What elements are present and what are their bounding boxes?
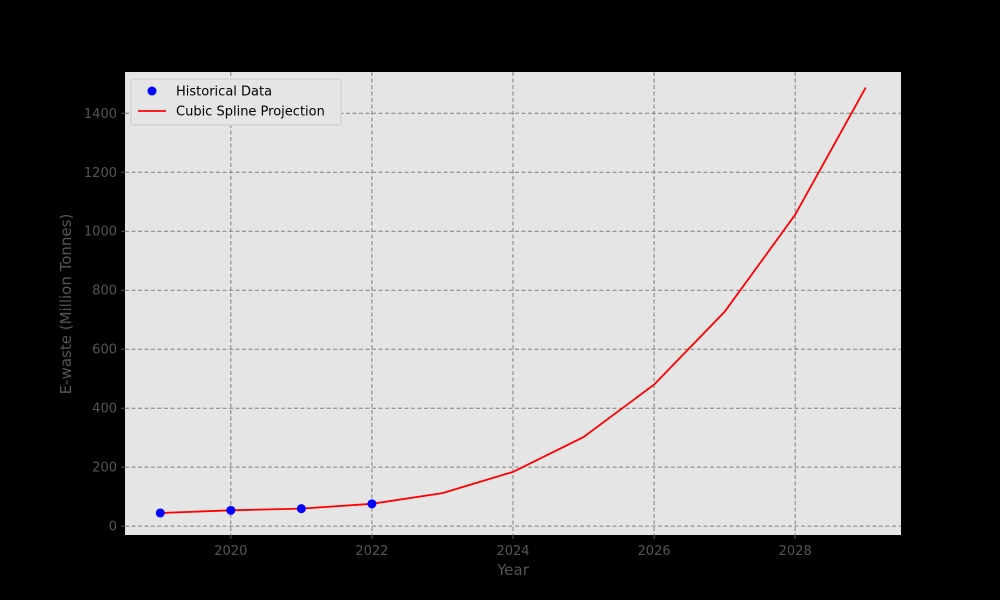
legend: Historical Data Cubic Spline Projection	[130, 78, 342, 126]
series-layer	[155, 87, 867, 518]
y-tick-label: 1400	[84, 107, 117, 122]
y-tick-label: 1200	[84, 166, 117, 181]
y-tick-label: 400	[92, 402, 117, 417]
x-tick-label: 2026	[638, 544, 671, 559]
x-tick-label: 2022	[355, 544, 388, 559]
legend-marker-historical	[147, 86, 157, 96]
y-tick-label: 1000	[84, 225, 117, 240]
legend-label-projection: Cubic Spline Projection	[176, 105, 325, 120]
y-tick-label: 800	[92, 284, 117, 299]
y-tick-label: 200	[92, 461, 117, 476]
x-tick-label: 2020	[214, 544, 247, 559]
data-point-historical	[226, 505, 236, 515]
x-tick-label: 2028	[779, 544, 812, 559]
series-line-cubic-spline-projection	[160, 87, 867, 514]
legend-box	[130, 78, 342, 126]
y-axis-label: E-waste (Million Tonnes)	[57, 214, 75, 395]
x-axis-label: Year	[496, 561, 530, 579]
y-tick-label: 0	[109, 520, 117, 535]
legend-label-historical: Historical Data	[176, 85, 272, 100]
y-tick-label: 600	[92, 343, 117, 358]
data-point-historical	[296, 504, 306, 514]
grid-layer	[125, 72, 901, 535]
x-tick-label: 2024	[496, 544, 529, 559]
tick-layer: 2020 2022 2024 2026 2028 0 200 400 600 800 1000 120…	[84, 107, 812, 559]
data-point-historical	[367, 499, 377, 509]
data-point-historical	[155, 508, 165, 518]
